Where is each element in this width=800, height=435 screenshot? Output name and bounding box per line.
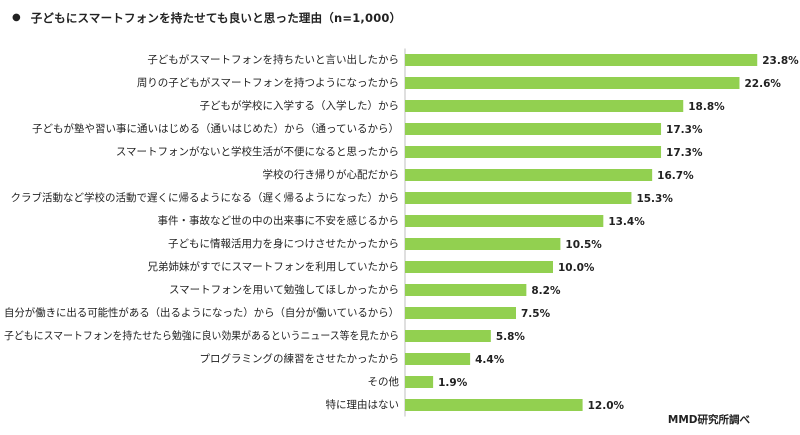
- value-label-4: 17.3%: [666, 124, 703, 136]
- bar-11: [405, 284, 527, 296]
- category-label-14: プログラミングの練習をさせたかったから: [200, 352, 400, 365]
- value-label-2: 22.6%: [744, 78, 781, 90]
- category-label-9: 子どもに情報活用力を身につけさせたかったから: [168, 237, 399, 250]
- bar-15: [405, 376, 434, 388]
- category-label-12: 自分が働きに出る可能性がある（出るようになった）から（自分が働いているから）: [4, 306, 399, 319]
- value-label-11: 8.2%: [531, 285, 561, 297]
- category-label-13: 子どもにスマートフォンを持たせたら勉強に良い効果があるというニュース等を見たから: [4, 329, 399, 342]
- value-label-12: 7.5%: [521, 308, 551, 320]
- value-label-10: 10.0%: [558, 262, 595, 274]
- category-labels-group: 子どもがスマートフォンを持ちたいと言い出したから周りの子どもがスマートフォンを持…: [4, 53, 399, 411]
- category-label-2: 周りの子どもがスマートフォンを持つようになったから: [137, 76, 399, 89]
- source-note: MMD研究所調べ: [667, 414, 750, 426]
- category-label-8: 事件・事故など世の中の出来事に不安を感じるから: [158, 214, 400, 227]
- category-label-11: スマートフォンを用いて勉強してほしかったから: [169, 283, 399, 296]
- value-label-1: 23.8%: [762, 55, 799, 67]
- chart-title: ● 子どもにスマートフォンを持たせても良いと思った理由（n=1,000）: [12, 8, 401, 28]
- value-label-16: 12.0%: [588, 400, 625, 412]
- value-labels-group: 23.8% 22.6% 18.8% 17.3% 17.3% 16.7% 15.3% 13.4%…: [438, 55, 799, 412]
- category-label-4: 子どもが塾や習い事に通いはじめる（通いはじめた）から（通っているから）: [32, 122, 399, 135]
- category-label-1: 子どもがスマートフォンを持ちたいと言い出したから: [147, 53, 399, 66]
- bar-6: [405, 169, 653, 181]
- bar-1: [405, 54, 758, 66]
- bar-13: [405, 330, 491, 342]
- value-label-6: 16.7%: [657, 170, 694, 182]
- value-label-7: 15.3%: [636, 193, 673, 205]
- bar-16: [405, 399, 583, 411]
- bar-5: [405, 146, 662, 158]
- bar-7: [405, 192, 632, 204]
- category-label-16: 特に理由はない: [326, 398, 400, 411]
- value-label-13: 5.8%: [496, 331, 526, 343]
- value-label-8: 13.4%: [608, 216, 645, 228]
- bars-group: [405, 54, 758, 411]
- category-label-5: スマートフォンがないと学校生活が不便になると思ったから: [116, 145, 399, 158]
- bar-3: [405, 100, 684, 112]
- bar-12: [405, 307, 516, 319]
- category-label-10: 兄弟姉妹がすでにスマートフォンを利用していたから: [148, 260, 399, 273]
- category-label-6: 学校の行き帰りが心配だから: [263, 168, 400, 181]
- bar-14: [405, 353, 471, 365]
- bar-4: [405, 123, 662, 135]
- value-label-9: 10.5%: [565, 239, 602, 251]
- bar-10: [405, 261, 553, 273]
- value-label-5: 17.3%: [666, 147, 703, 159]
- title-bullet-icon: ●: [12, 12, 21, 23]
- category-label-3: 子どもが学校に入学する（入学した）から: [200, 99, 400, 112]
- bar-8: [405, 215, 604, 227]
- value-label-14: 4.4%: [475, 354, 505, 366]
- category-label-7: クラブ活動など学校の活動で遅くに帰るようになる（遅く帰るようになった）から: [11, 191, 400, 204]
- category-label-15: その他: [368, 375, 400, 388]
- bar-9: [405, 238, 561, 250]
- bar-2: [405, 77, 740, 89]
- value-label-15: 1.9%: [438, 377, 468, 389]
- value-label-3: 18.8%: [688, 101, 725, 113]
- chart-title-text: 子どもにスマートフォンを持たせても良いと思った理由（n=1,000）: [30, 11, 402, 25]
